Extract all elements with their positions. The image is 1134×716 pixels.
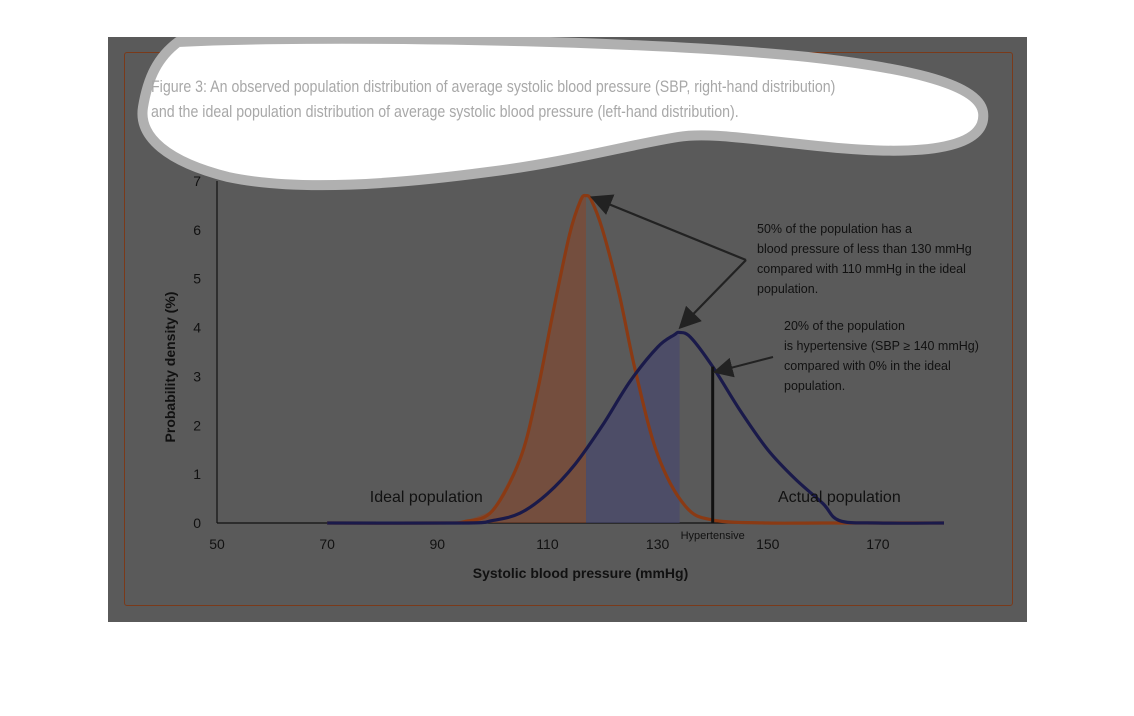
x-tick-label: 110	[536, 536, 559, 552]
arrow-to-hypertensive	[712, 356, 774, 378]
annotation-hypertensive-line: population.	[784, 379, 845, 393]
caption-line-2: and the ideal population distribution of…	[151, 103, 739, 121]
x-tick-label: 50	[209, 536, 225, 552]
annotation-median-line: 50% of the population has a	[757, 222, 912, 236]
ideal-shaded-area	[464, 195, 587, 523]
arrow-to-actual-peak	[678, 259, 747, 330]
x-tick-label: 150	[756, 536, 780, 552]
annotation-median-line: population.	[757, 282, 818, 296]
actual-population-label: Actual population	[778, 489, 901, 506]
actual-shaded-area	[586, 332, 680, 523]
y-tick-label: 5	[193, 271, 201, 287]
arrow-to-ideal-peak	[589, 194, 747, 262]
y-axis-title: Probability density (%)	[162, 292, 178, 443]
x-tick-label: 70	[319, 536, 335, 552]
ideal-population-label: Ideal population	[370, 489, 483, 506]
actual-population-curve	[327, 330, 945, 525]
redaction-blob	[137, 37, 989, 191]
annotation-median-line: blood pressure of less than 130 mmHg	[757, 242, 972, 256]
annotation-median-line: compared with 110 mmHg in the ideal	[757, 262, 966, 276]
plot-area: 0 1 2 3 4 5 6 7 50 70 90 110 130 150 170 Systolic blood…	[162, 173, 979, 581]
y-tick-label: 7	[193, 173, 201, 189]
caption-line-1: Figure 3: An observed population distrib…	[151, 78, 836, 96]
x-tick-label: 90	[430, 536, 446, 552]
x-axis-title: Systolic blood pressure (mmHg)	[473, 565, 688, 581]
y-tick-label: 1	[193, 466, 201, 482]
hypertensive-label: Hypertensive	[681, 530, 745, 542]
annotation-hypertensive-line: is hypertensive (SBP ≥ 140 mmHg)	[784, 339, 979, 353]
y-tick-label: 6	[193, 222, 201, 238]
y-tick-label: 0	[193, 515, 201, 531]
figure-panel: 0 1 2 3 4 5 6 7 50 70 90 110 130 150 170 Systolic blood…	[108, 37, 1027, 622]
x-tick-label: 170	[866, 536, 890, 552]
annotation-hypertensive-line: 20% of the population	[784, 319, 905, 333]
y-tick-label: 4	[193, 320, 201, 336]
figure-caption: Figure 3: An observed population distrib…	[151, 75, 839, 125]
annotation-hypertensive-line: compared with 0% in the ideal	[784, 359, 951, 373]
chart: 0 1 2 3 4 5 6 7 50 70 90 110 130 150 170 Systolic blood…	[137, 37, 989, 581]
y-tick-label: 2	[193, 417, 201, 433]
y-tick-label: 3	[193, 368, 201, 384]
x-tick-label: 130	[646, 536, 670, 552]
